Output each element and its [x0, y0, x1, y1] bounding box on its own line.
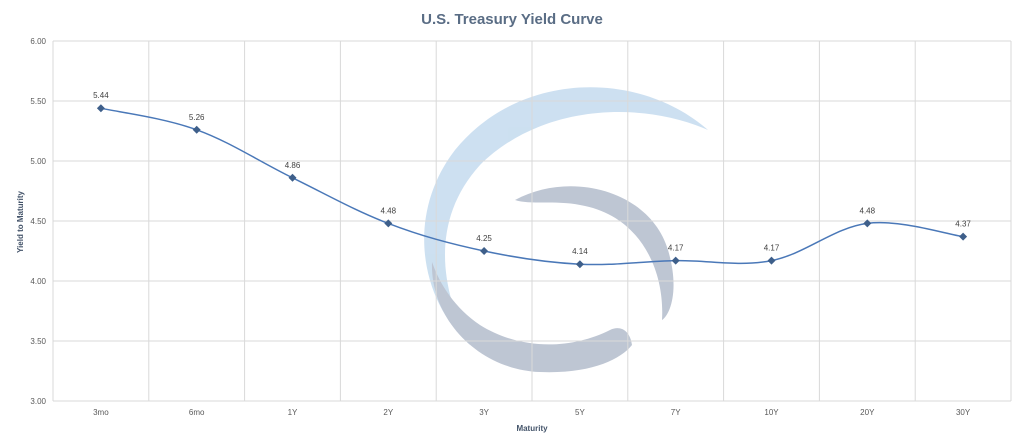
y-tick-label: 3.50 — [30, 337, 46, 346]
data-label: 4.17 — [764, 244, 780, 253]
watermark-logo — [424, 87, 708, 373]
data-label: 4.14 — [572, 247, 588, 256]
y-tick-label: 6.00 — [30, 37, 46, 46]
data-label: 4.17 — [668, 244, 684, 253]
data-point-marker — [480, 247, 489, 255]
x-axis-label: Maturity — [516, 424, 548, 433]
y-tick-label: 4.50 — [30, 217, 46, 226]
data-label: 4.25 — [476, 234, 492, 243]
chart-title: U.S. Treasury Yield Curve — [421, 11, 603, 28]
x-tick-label: 7Y — [671, 408, 681, 417]
data-point-marker — [959, 232, 968, 241]
x-tick-label: 3mo — [93, 408, 109, 417]
data-point-marker — [192, 125, 201, 134]
y-axis-label: Yield to Maturity — [16, 190, 25, 252]
data-point-marker — [767, 256, 776, 265]
series-line — [100, 107, 964, 266]
y-tick-label: 3.00 — [30, 397, 46, 406]
data-point-marker — [863, 219, 872, 228]
x-axis-ticks: 3mo 6mo 1Y 2Y 3Y 5Y 7Y 10Y 20Y 30Y — [93, 408, 971, 417]
data-point-marker — [96, 104, 105, 113]
watermark-arc-bottom — [431, 262, 632, 373]
data-point-marker — [671, 256, 680, 265]
data-point-marker — [384, 219, 393, 228]
x-tick-label: 5Y — [575, 408, 585, 417]
data-label: 5.44 — [93, 91, 109, 100]
data-label: 4.37 — [955, 220, 971, 229]
y-tick-label: 4.00 — [30, 277, 46, 286]
x-tick-label: 3Y — [479, 408, 489, 417]
x-tick-label: 20Y — [860, 408, 875, 417]
y-tick-label: 5.50 — [30, 97, 46, 106]
data-label: 5.26 — [189, 113, 205, 122]
x-tick-label: 2Y — [383, 408, 393, 417]
x-tick-label: 1Y — [288, 408, 298, 417]
series-layer: 5.44 5.26 4.86 4.48 4.25 4.14 4.17 4.17 4.48 4.37 — [93, 91, 971, 269]
y-axis-ticks: 3.00 3.50 4.00 4.50 5.00 5.50 6.00 — [30, 37, 46, 406]
x-tick-label: 30Y — [956, 408, 971, 417]
watermark-arc-inner — [515, 186, 674, 320]
data-point-marker — [575, 260, 584, 269]
x-tick-label: 6mo — [189, 408, 205, 417]
x-tick-label: 10Y — [764, 408, 779, 417]
data-label: 4.48 — [381, 206, 397, 215]
grid — [52, 40, 1012, 402]
data-point-marker — [288, 173, 297, 182]
y-tick-label: 5.00 — [30, 157, 46, 166]
data-label: 4.48 — [860, 206, 876, 215]
data-label: 4.86 — [285, 161, 301, 170]
